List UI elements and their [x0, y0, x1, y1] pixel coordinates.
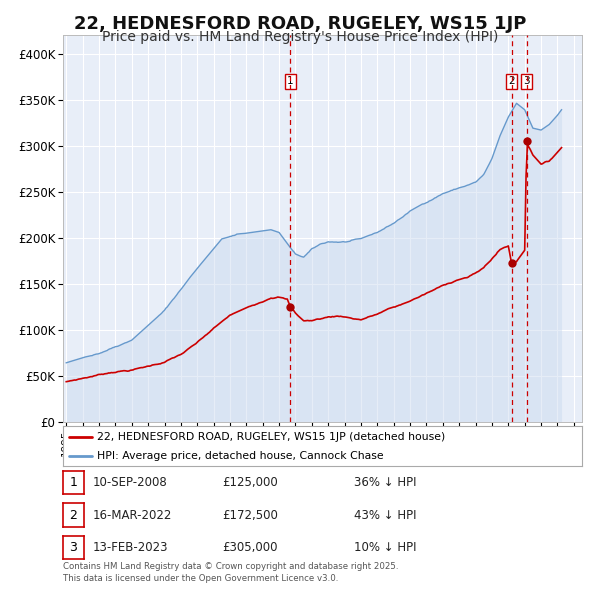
Text: 3: 3 [523, 77, 530, 86]
Text: 43% ↓ HPI: 43% ↓ HPI [354, 509, 416, 522]
Text: 3: 3 [70, 541, 77, 554]
Text: HPI: Average price, detached house, Cannock Chase: HPI: Average price, detached house, Cann… [97, 451, 383, 461]
Text: Price paid vs. HM Land Registry's House Price Index (HPI): Price paid vs. HM Land Registry's House … [102, 30, 498, 44]
Text: 1: 1 [70, 476, 77, 489]
Text: £125,000: £125,000 [222, 476, 278, 489]
Text: 10-SEP-2008: 10-SEP-2008 [93, 476, 168, 489]
Text: 13-FEB-2023: 13-FEB-2023 [93, 541, 169, 554]
Text: 22, HEDNESFORD ROAD, RUGELEY, WS15 1JP (detached house): 22, HEDNESFORD ROAD, RUGELEY, WS15 1JP (… [97, 432, 445, 442]
Text: 36% ↓ HPI: 36% ↓ HPI [354, 476, 416, 489]
Text: 22, HEDNESFORD ROAD, RUGELEY, WS15 1JP: 22, HEDNESFORD ROAD, RUGELEY, WS15 1JP [74, 15, 526, 33]
Text: 2: 2 [508, 77, 515, 86]
Text: Contains HM Land Registry data © Crown copyright and database right 2025.
This d: Contains HM Land Registry data © Crown c… [63, 562, 398, 583]
Text: £172,500: £172,500 [222, 509, 278, 522]
Text: 16-MAR-2022: 16-MAR-2022 [93, 509, 172, 522]
Text: 1: 1 [287, 77, 294, 86]
Text: 2: 2 [70, 509, 77, 522]
Text: 10% ↓ HPI: 10% ↓ HPI [354, 541, 416, 554]
Text: £305,000: £305,000 [222, 541, 277, 554]
